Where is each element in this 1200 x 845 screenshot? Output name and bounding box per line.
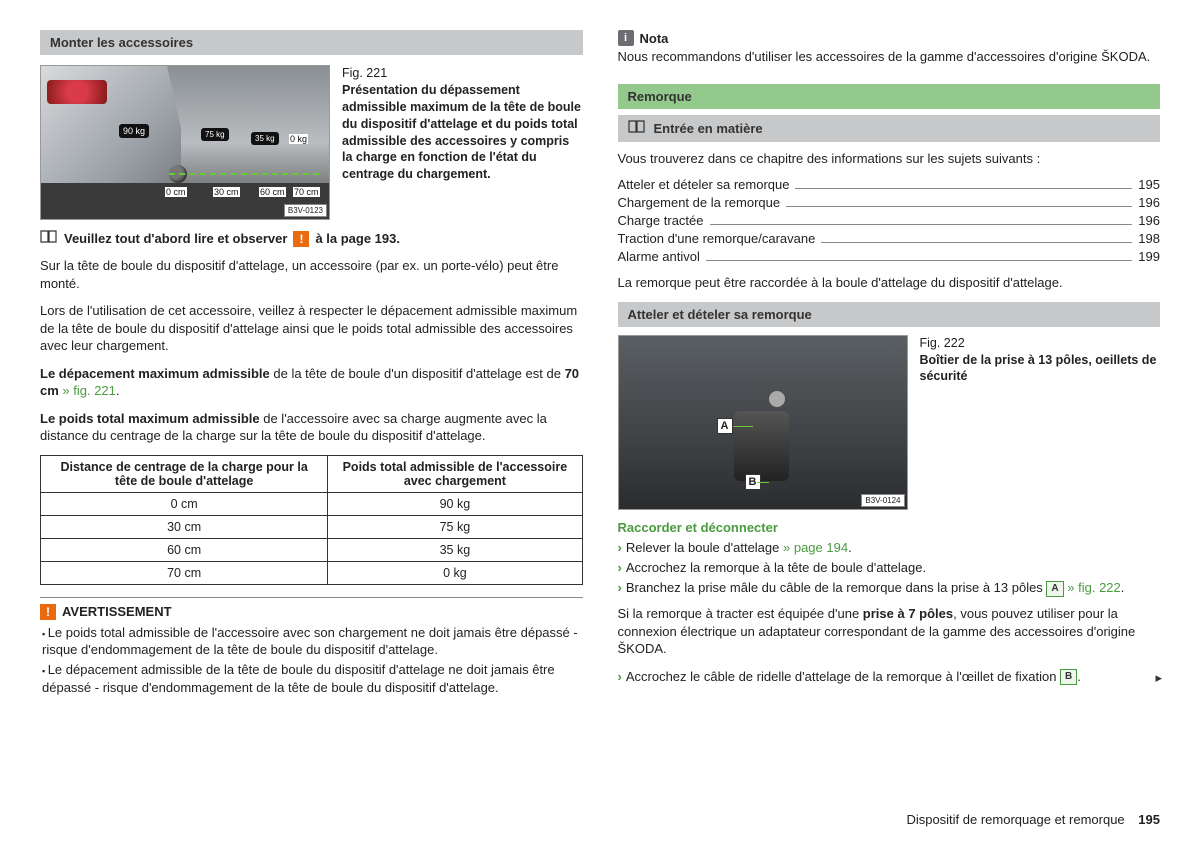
step-1: ›Relever la boule d'attelage » page 194. bbox=[618, 539, 1161, 557]
weight-table: Distance de centrage de la charge pour l… bbox=[40, 455, 583, 585]
connect-title: Raccorder et déconnecter bbox=[618, 520, 1161, 535]
weight-75: 75 kg bbox=[201, 128, 229, 141]
fig221-code: B3V-0123 bbox=[284, 204, 327, 217]
p3-b: de la tête de boule d'un dispositif d'at… bbox=[270, 366, 565, 381]
nota-text: Nous recommandons d'utiliser les accesso… bbox=[618, 48, 1161, 66]
page-footer: Dispositif de remorquage et remorque 195 bbox=[906, 812, 1160, 827]
dist-0: 0 cm bbox=[165, 187, 187, 197]
warning-item: Le dépacement admissible de la tête de b… bbox=[42, 661, 583, 696]
sub-header-intro: Entrée en matière bbox=[618, 115, 1161, 142]
toc-intro: Vous trouverez dans ce chapitre des info… bbox=[618, 150, 1161, 168]
table-row: 60 cm35 kg bbox=[41, 538, 583, 561]
fig221-num: Fig. 221 bbox=[342, 66, 387, 80]
warning-item: Le poids total admissible de l'accessoir… bbox=[42, 624, 583, 659]
fig222-num: Fig. 222 bbox=[920, 336, 965, 350]
entree-label: Entrée en matière bbox=[654, 121, 763, 136]
para-2: Lors de l'utilisation de cet accessoire,… bbox=[40, 302, 583, 355]
toc-after: La remorque peut être raccordée à la bou… bbox=[618, 274, 1161, 292]
fig222-code: B3V-0124 bbox=[861, 494, 904, 507]
dist-70: 70 cm bbox=[293, 187, 320, 197]
toc-row: Charge tractée196 bbox=[618, 213, 1161, 228]
section-header-accessories: Monter les accessoires bbox=[40, 30, 583, 55]
warning-title: AVERTISSEMENT bbox=[62, 604, 172, 619]
inline-badge-a: A bbox=[1046, 581, 1063, 597]
dist-60: 60 cm bbox=[259, 187, 286, 197]
page-columns: Monter les accessoires 90 kg 75 kg 35 kg… bbox=[40, 30, 1160, 698]
read-first-b: à la page 193. bbox=[315, 231, 400, 246]
step-2: ›Accrochez la remorque à la tête de boul… bbox=[618, 559, 1161, 577]
para-7: Si la remorque à tracter est équipée d'u… bbox=[618, 605, 1161, 658]
toc: Atteler et dételer sa remorque195 Charge… bbox=[618, 177, 1161, 264]
toc-row: Atteler et dételer sa remorque195 bbox=[618, 177, 1161, 192]
step-4: ›Accrochez le câble de ridelle d'attelag… bbox=[618, 668, 1161, 686]
warning-icon: ! bbox=[293, 231, 309, 247]
step-list: ›Relever la boule d'attelage » page 194.… bbox=[618, 539, 1161, 598]
dist-30: 30 cm bbox=[213, 187, 240, 197]
warning-box: ! AVERTISSEMENT Le poids total admissibl… bbox=[40, 597, 583, 696]
read-first-notice: Veuillez tout d'abord lire et observer !… bbox=[40, 230, 583, 247]
figure-222-caption: Fig. 222 Boîtier de la prise à 13 pôles,… bbox=[920, 335, 1161, 510]
right-column: i Nota Nous recommandons d'utiliser les … bbox=[618, 30, 1161, 698]
warning-icon: ! bbox=[40, 604, 56, 620]
inline-badge-b: B bbox=[1060, 669, 1077, 685]
left-column: Monter les accessoires 90 kg 75 kg 35 kg… bbox=[40, 30, 583, 698]
figure-221-image: 90 kg 75 kg 35 kg 0 kg 0 cm 30 cm 60 cm … bbox=[40, 65, 330, 220]
table-row: 0 cm90 kg bbox=[41, 492, 583, 515]
p4-bold: Le poids total maximum admissible bbox=[40, 411, 260, 426]
footer-section: Dispositif de remorquage et remorque bbox=[906, 812, 1124, 827]
toc-row: Traction d'une remorque/caravane198 bbox=[618, 231, 1161, 246]
step-3: ›Branchez la prise mâle du câble de la r… bbox=[618, 579, 1161, 597]
read-first-a: Veuillez tout d'abord lire et observer bbox=[64, 231, 287, 246]
table-row: 30 cm75 kg bbox=[41, 515, 583, 538]
p3-bold: Le dépacement maximum admissible bbox=[40, 366, 270, 381]
badge-a: A bbox=[717, 418, 733, 434]
figure-222-block: A B B3V-0124 Fig. 222 Boîtier de la pris… bbox=[618, 335, 1161, 510]
p3-ref: » fig. 221 bbox=[62, 383, 116, 398]
weight-35: 35 kg bbox=[251, 132, 279, 145]
para-1: Sur la tête de boule du dispositif d'att… bbox=[40, 257, 583, 292]
step-list-2: ›Accrochez le câble de ridelle d'attelag… bbox=[618, 668, 1161, 686]
book-icon bbox=[40, 230, 58, 247]
weight-90: 90 kg bbox=[119, 124, 149, 138]
fig222-text: Boîtier de la prise à 13 pôles, oeillets… bbox=[920, 353, 1157, 384]
book-icon bbox=[628, 120, 646, 137]
info-icon: i bbox=[618, 30, 634, 46]
footer-page: 195 bbox=[1138, 812, 1160, 827]
figure-221-block: 90 kg 75 kg 35 kg 0 kg 0 cm 30 cm 60 cm … bbox=[40, 65, 583, 220]
nota-label: Nota bbox=[640, 31, 669, 46]
weight-0: 0 kg bbox=[289, 134, 308, 144]
para-4: Le poids total maximum admissible de l'a… bbox=[40, 410, 583, 445]
table-row: 70 cm0 kg bbox=[41, 561, 583, 584]
toc-row: Chargement de la remorque196 bbox=[618, 195, 1161, 210]
figure-221-caption: Fig. 221 Présentation du dépassement adm… bbox=[342, 65, 583, 220]
section-header-trailer: Remorque bbox=[618, 84, 1161, 109]
th-distance: Distance de centrage de la charge pour l… bbox=[41, 455, 328, 492]
para-3: Le dépacement maximum admissible de la t… bbox=[40, 365, 583, 400]
continue-marker: ▸ bbox=[1155, 670, 1162, 686]
th-weight: Poids total admissible de l'accessoire a… bbox=[328, 455, 582, 492]
sub-header-attach: Atteler et dételer sa remorque bbox=[618, 302, 1161, 327]
nota-header: i Nota bbox=[618, 30, 1161, 46]
toc-row: Alarme antivol199 bbox=[618, 249, 1161, 264]
fig221-text: Présentation du dépassement admissible m… bbox=[342, 83, 581, 181]
figure-222-image: A B B3V-0124 bbox=[618, 335, 908, 510]
